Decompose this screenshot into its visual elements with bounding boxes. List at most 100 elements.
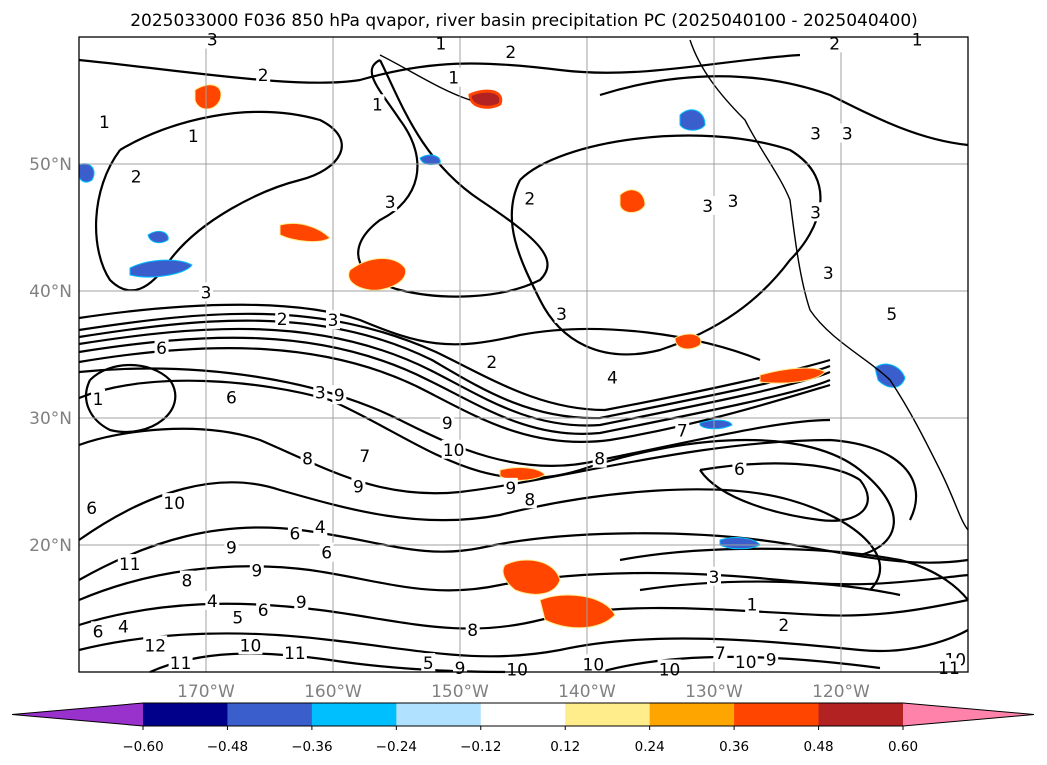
- contour-label-bg: [522, 188, 537, 208]
- contour-label-text: 11: [170, 654, 192, 674]
- x-tick-label: 170°W: [177, 682, 235, 702]
- contour-label-text: 8: [594, 450, 605, 470]
- contour-label: 3: [326, 310, 340, 331]
- contour-label-bg: [726, 190, 741, 210]
- contour-label-bg: [605, 367, 620, 387]
- contour-label-text: 3: [201, 283, 212, 303]
- contour-label: 12: [143, 635, 168, 656]
- contour-label-bg: [351, 476, 366, 496]
- contour-label-text: 1: [436, 34, 447, 54]
- contour-label-bg: [143, 635, 168, 655]
- contour-label: 10: [441, 439, 466, 461]
- contour-label-bg: [116, 616, 131, 636]
- contour-label: 3: [199, 282, 213, 303]
- contour-label-text: 3: [385, 193, 396, 213]
- contour-label-text: 2: [829, 34, 840, 54]
- contour-label-text: 1: [448, 69, 459, 89]
- contour-label-text: 9: [442, 414, 453, 434]
- contour-label-text: 8: [302, 450, 313, 470]
- contour-label-text: 9: [455, 659, 466, 679]
- contour-label: 3: [707, 566, 721, 588]
- contour-label-text: 1: [188, 127, 199, 147]
- colorbar-tick-label: 0.48: [804, 739, 834, 755]
- contour-label-text: 8: [467, 621, 478, 641]
- contour-label: 9: [351, 476, 366, 498]
- contour-label: 3: [726, 190, 741, 212]
- x-tick-label: 120°W: [812, 682, 870, 702]
- contour-label: 5: [421, 653, 436, 674]
- contour-label-text: 3: [810, 203, 821, 223]
- contour-label-text: 2: [131, 168, 142, 188]
- contour-label-bg: [199, 282, 213, 302]
- contour-label-text: 8: [182, 572, 193, 592]
- contour-label-text: 2: [778, 616, 789, 636]
- contour-label-text: 2: [258, 66, 269, 86]
- contour-label: 10: [238, 635, 263, 656]
- map-frame: [78, 36, 969, 673]
- contour-label-text: 7: [359, 447, 370, 467]
- colorbar-tick-label: 0.60: [888, 739, 918, 755]
- contour-label: 5: [884, 303, 899, 325]
- colorbar-segment: [227, 703, 313, 726]
- contour-label: 2: [776, 615, 791, 636]
- contour-label-bg: [707, 566, 721, 586]
- contour-label-bg: [256, 65, 271, 85]
- contour-label: 7: [675, 420, 690, 442]
- contour-label: 8: [300, 448, 315, 470]
- contour-label-bg: [287, 523, 302, 543]
- contour-label-text: 11: [284, 644, 306, 664]
- contour-label-text: 1: [99, 113, 110, 133]
- contour-label: 9: [224, 537, 239, 559]
- x-tick-label: 150°W: [431, 682, 489, 702]
- colorbar-segment: [649, 703, 735, 726]
- contour-label-text: 2: [524, 189, 535, 209]
- contour-label: 3: [313, 382, 328, 404]
- colorbar-tick-label: −0.12: [460, 739, 501, 755]
- contour-label-text: 5: [886, 305, 897, 325]
- contour-label-text: 3: [842, 125, 853, 145]
- contour-label-text: 1: [93, 390, 104, 410]
- contour-label-bg: [282, 642, 307, 662]
- contour-label-text: 1: [372, 95, 383, 115]
- contour-label-bg: [319, 542, 334, 562]
- contour-label: 11: [168, 653, 193, 674]
- contour-label-bg: [91, 621, 106, 641]
- contour-label-text: 6: [734, 460, 745, 480]
- contour-label: 6: [154, 338, 169, 359]
- contour-label: 9: [332, 385, 347, 406]
- contour-label-bg: [465, 620, 480, 640]
- contour-label-text: 6: [86, 499, 97, 519]
- contour-label-text: 9: [353, 478, 364, 498]
- contour-label-bg: [383, 192, 398, 212]
- contour-label: 1: [370, 94, 385, 115]
- contour-label: 3: [808, 123, 823, 145]
- contour-label-bg: [441, 439, 466, 459]
- contour-label-text: 11: [938, 659, 960, 679]
- contour-label-text: 3: [709, 568, 720, 588]
- contour-label-bg: [700, 195, 715, 215]
- colorbar-segment: [734, 703, 820, 726]
- contour-label-text: 3: [728, 192, 739, 212]
- contour-label-text: 10: [443, 441, 465, 461]
- contour-label: 7: [357, 446, 372, 467]
- contour-label-bg: [256, 599, 271, 619]
- contour-label-text: 3: [328, 311, 339, 331]
- axis-ticks: 170°W 160°W 150°W 140°W 130°W 120°W 20°N 30°N 40…: [29, 155, 870, 702]
- contour-label-text: 4: [315, 518, 326, 538]
- contour-label-bg: [884, 303, 899, 323]
- gridlines: [79, 37, 968, 672]
- contour-label: 9: [503, 477, 518, 499]
- contour-label: 10: [162, 493, 187, 514]
- contour-label: 9: [453, 658, 467, 679]
- contour-label: 11: [117, 554, 142, 575]
- colorbar-segment: [311, 703, 397, 726]
- contour-label: 1: [745, 594, 760, 616]
- contour-label-text: 3: [556, 305, 567, 325]
- contour-label: 8: [592, 448, 607, 470]
- contour-label-bg: [745, 594, 760, 614]
- contour-label-bg: [332, 385, 347, 405]
- contour-label-text: 1: [747, 596, 758, 616]
